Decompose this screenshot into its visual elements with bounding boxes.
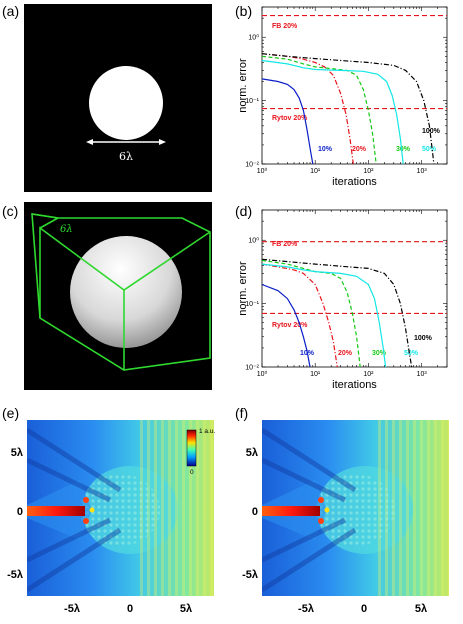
panel-f-x-tick: 0 [361,603,367,615]
panel-label-e: (e) [2,405,19,421]
y-tick-label: 10⁻² [245,162,259,169]
x-axis-label: iterations [332,176,377,188]
series-label: 100% [414,335,433,342]
panel-f-y-tick: 0 [252,506,258,518]
panel-e-x-tick: 5λ [180,603,192,615]
panel-e-beam [27,506,85,516]
panel-e-y-tick: -5λ [7,569,23,581]
y-tick-label: 10⁻² [245,365,259,372]
panel-e-rays [27,427,122,593]
panel-c-sphere [70,236,182,348]
panel-f-hotspot [318,518,324,524]
x-tick-label: 10³ [417,371,428,378]
panel-e-x-tick: -5λ [64,603,80,615]
panel-label-d: (d) [235,203,252,219]
series-line [261,263,338,368]
panel-f: 5λ 0 -5λ -5λ 0 5λ [242,420,449,615]
panel-c-size-label: 6λ [60,224,73,235]
series-line [261,78,314,165]
series-line [261,53,435,165]
series-label: 10% [318,146,333,153]
x-tick-label: 10³ [417,168,428,175]
panel-a-size-label: 6λ [119,150,133,163]
panel-e-colorbar [186,429,197,467]
series-line [261,259,361,368]
x-tick-label: 10¹ [310,371,321,378]
reference-line-label: Rytov 20% [272,115,308,122]
y-tick-label: 10⁰ [248,237,259,245]
panel-e: 1 a.u. 0 5λ 0 -5λ -5λ 0 5λ [7,420,215,615]
y-tick-label: 10⁻¹ [245,301,259,308]
panel-a-arrowhead-left [86,139,93,145]
panel-f-y-tick: 5λ [246,447,258,459]
x-axis-label: iterations [332,379,377,391]
y-tick-label: 10⁻¹ [245,98,259,105]
reference-line-label: Rytov 20% [272,322,308,329]
series-line [261,283,311,368]
series-label: 10% [300,350,315,357]
series-label: 20% [338,350,353,357]
series-line [261,59,404,165]
panel-f-hotspot [318,497,324,503]
panel-e-x-tick: 0 [127,603,133,615]
series-label: 100% [422,128,441,135]
panel-e-hotspot [83,518,89,524]
panel-label-f: (f) [235,405,248,421]
chart-d: 10⁰ 10¹ 10² 10³ 10⁰ 10⁻¹ 10⁻² iterations norm. e… [237,209,448,391]
panel-f-y-tick: -5λ [242,569,258,581]
panel-label-c: (c) [2,203,18,219]
panel-c-cube [31,213,211,371]
y-tick-label: 10⁰ [248,34,259,42]
x-tick-label: 10⁰ [257,370,268,378]
reference-line-label: FB 20% [272,241,298,248]
panel-e-fringes [80,474,160,546]
reference-line-label: FB 20% [272,23,298,30]
x-tick-label: 10¹ [310,168,321,175]
x-tick-label: 10² [363,168,374,175]
y-axis-label: norm. error [237,261,249,316]
panel-label-a: (a) [2,3,19,19]
panel-f-rays [262,427,357,593]
series-label: 50% [422,146,437,153]
panel-e-y-tick: 0 [17,506,23,518]
x-tick-label: 10⁰ [257,167,268,175]
series-line [261,258,413,368]
panel-e-hotspot [83,497,89,503]
panel-a-disc [89,66,163,140]
series-line [261,53,354,165]
series-label: 20% [352,146,367,153]
plot-area [261,6,448,165]
chart-b: 10⁰ 10¹ 10² 10³ 10⁰ 10⁻¹ 10⁻² iterations norm. e… [237,6,448,188]
panel-e-hotspot [89,507,95,513]
panel-f-hotspot [324,507,330,513]
panel-a: 6λ [24,4,212,192]
x-tick-label: 10² [363,371,374,378]
panel-e-colorbar-bottom: 0 [190,469,194,476]
series-label: 50% [404,350,419,357]
panel-f-beam [262,506,320,516]
plot-area [261,209,448,368]
series-line [261,263,387,368]
panel-e-y-tick: 5λ [11,447,23,459]
panel-f-fringes [315,474,395,546]
panel-f-x-tick: -5λ [298,603,314,615]
panel-label-b: (b) [235,3,252,19]
panel-a-arrowhead-right [159,139,166,145]
series-label: 30% [396,146,411,153]
y-axis-label: norm. error [237,58,249,113]
panel-e-colorbar-top: 1 a.u. [199,428,215,435]
series-label: 30% [372,350,387,357]
panel-f-x-tick: 5λ [415,603,427,615]
panel-c: 6λ [24,202,212,390]
